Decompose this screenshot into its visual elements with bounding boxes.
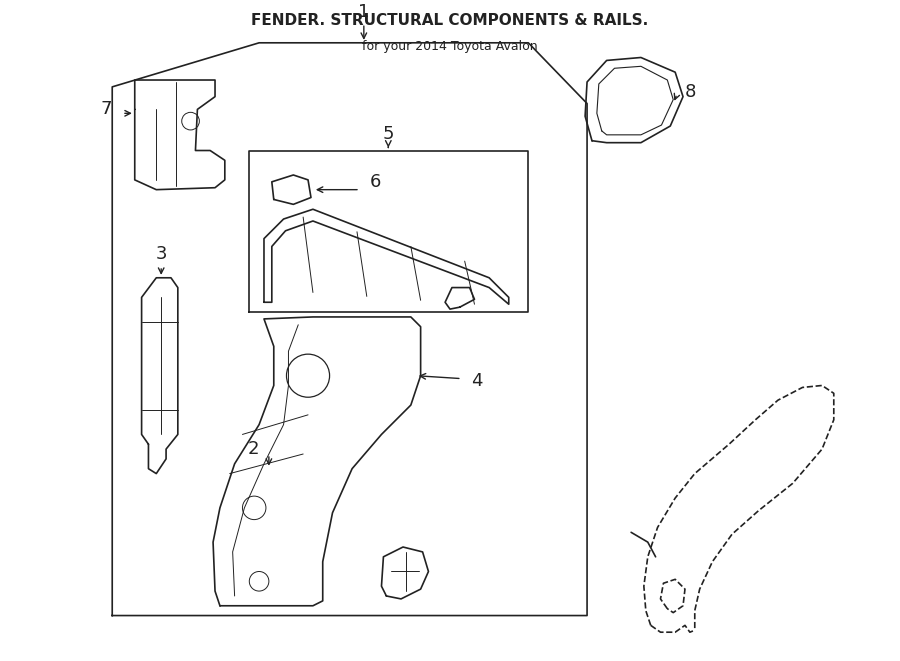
Text: FENDER. STRUCTURAL COMPONENTS & RAILS.: FENDER. STRUCTURAL COMPONENTS & RAILS. <box>251 13 649 28</box>
Text: 2: 2 <box>248 440 259 458</box>
Text: 8: 8 <box>685 83 697 100</box>
Text: 6: 6 <box>370 173 381 191</box>
Text: for your 2014 Toyota Avalon: for your 2014 Toyota Avalon <box>362 40 538 53</box>
Text: 4: 4 <box>472 371 483 389</box>
Text: 7: 7 <box>101 100 112 118</box>
Text: 3: 3 <box>156 245 166 263</box>
Text: 1: 1 <box>358 3 370 21</box>
Text: 5: 5 <box>382 125 394 143</box>
